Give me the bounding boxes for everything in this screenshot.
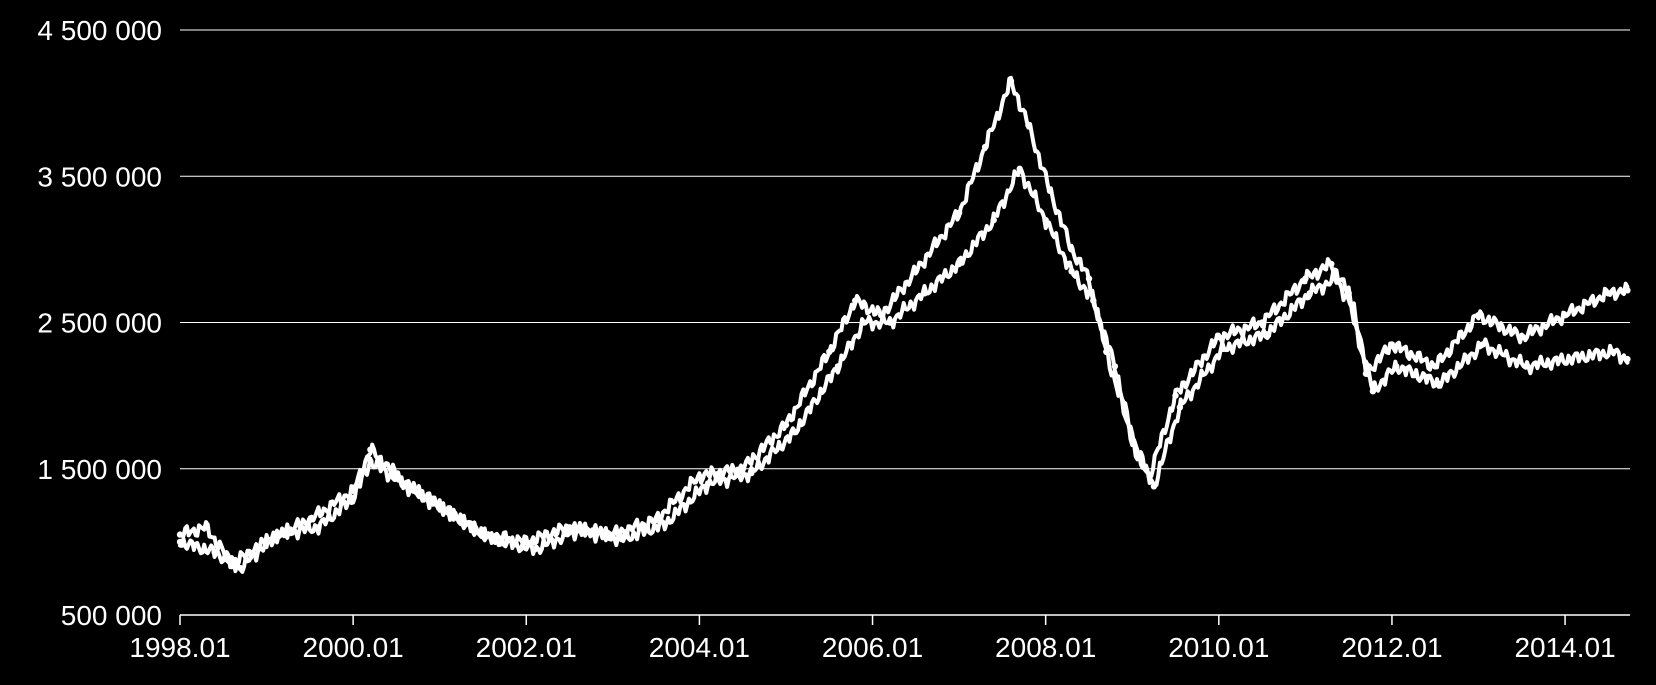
x-tick-label: 2010.01 [1168,632,1269,663]
series-marker [783,422,789,428]
series-marker [367,447,373,453]
x-tick-label: 2004.01 [649,632,750,663]
series-marker [367,458,373,464]
series-marker [1350,305,1356,311]
series-marker [1333,275,1339,281]
series-marker [411,488,417,494]
series-marker [1370,388,1376,394]
series-marker [921,290,927,296]
series-marker [1220,346,1226,352]
x-tick-label: 2014.01 [1514,632,1615,663]
series-marker [1624,287,1630,293]
series-marker [1605,290,1611,296]
series-marker [1068,246,1074,252]
series-marker [177,531,183,537]
time-series-chart: 500 000 1 500 000 2 500 000 3 500 000 4 500 … [0,0,1656,685]
x-tick-label: 1998.01 [129,632,230,663]
series-marker [1566,356,1572,362]
series-marker [1112,363,1118,369]
series-marker [1090,297,1096,303]
series-marker [982,144,988,150]
series-marker [705,480,711,486]
series-marker [826,349,832,355]
series-marker [575,527,581,533]
series-marker [1302,275,1308,281]
series-marker [1172,392,1178,398]
y-tick-label: 1 500 000 [37,454,162,485]
series-marker [272,531,278,537]
x-tick-label: 2006.01 [822,632,923,663]
series-marker [662,521,668,527]
series-marker [203,524,209,530]
series-marker [1263,331,1269,337]
y-tick-label: 2 500 000 [37,308,162,339]
series-marker [1523,363,1529,369]
series-marker [748,470,754,476]
y-tick-label: 500 000 [61,600,162,631]
series-marker [1610,349,1616,355]
series-marker [852,297,858,303]
series-marker [956,261,962,267]
series-marker [237,565,243,571]
series-marker [740,466,746,472]
series-marker [1043,217,1049,223]
series-marker [618,536,624,542]
series-marker [1177,404,1183,410]
series-marker [445,509,451,515]
series-marker [1562,312,1568,318]
series-marker [1480,341,1486,347]
y-tick-label: 3 500 000 [37,161,162,192]
series-marker [1017,166,1023,172]
x-tick-label: 2012.01 [1341,632,1442,663]
series-marker [315,524,321,530]
series-marker [211,549,217,555]
series-marker [1624,356,1630,362]
series-marker [835,363,841,369]
series-marker [532,546,538,552]
series-marker [1393,363,1399,369]
series-marker [861,319,867,325]
series-marker [1151,483,1157,489]
series-marker [1307,290,1313,296]
series-marker [1008,78,1014,84]
series-marker [1068,268,1074,274]
series-marker [1133,451,1139,457]
series-marker [991,217,997,223]
series-marker [913,268,919,274]
series-marker [350,495,356,501]
series-marker [1389,341,1395,347]
series-marker [177,539,183,545]
series-marker [1519,334,1525,340]
chart-svg: 500 000 1 500 000 2 500 000 3 500 000 4 500 … [0,0,1656,685]
series-marker [1047,188,1053,194]
series-marker [791,429,797,435]
series-marker [887,319,893,325]
series-marker [696,473,702,479]
y-tick-label: 4 500 000 [37,15,162,46]
x-tick-label: 2002.01 [476,632,577,663]
series-marker [1432,363,1438,369]
series-marker [1025,122,1031,128]
series-marker [1475,312,1481,318]
series-marker [1216,334,1222,340]
series-marker [956,210,962,216]
series-marker [1328,261,1334,267]
series-marker [1259,319,1265,325]
x-tick-label: 2008.01 [995,632,1096,663]
x-tick-label: 2000.01 [303,632,404,663]
series-marker [488,536,494,542]
series-marker [1086,275,1092,281]
series-marker [1436,381,1442,387]
